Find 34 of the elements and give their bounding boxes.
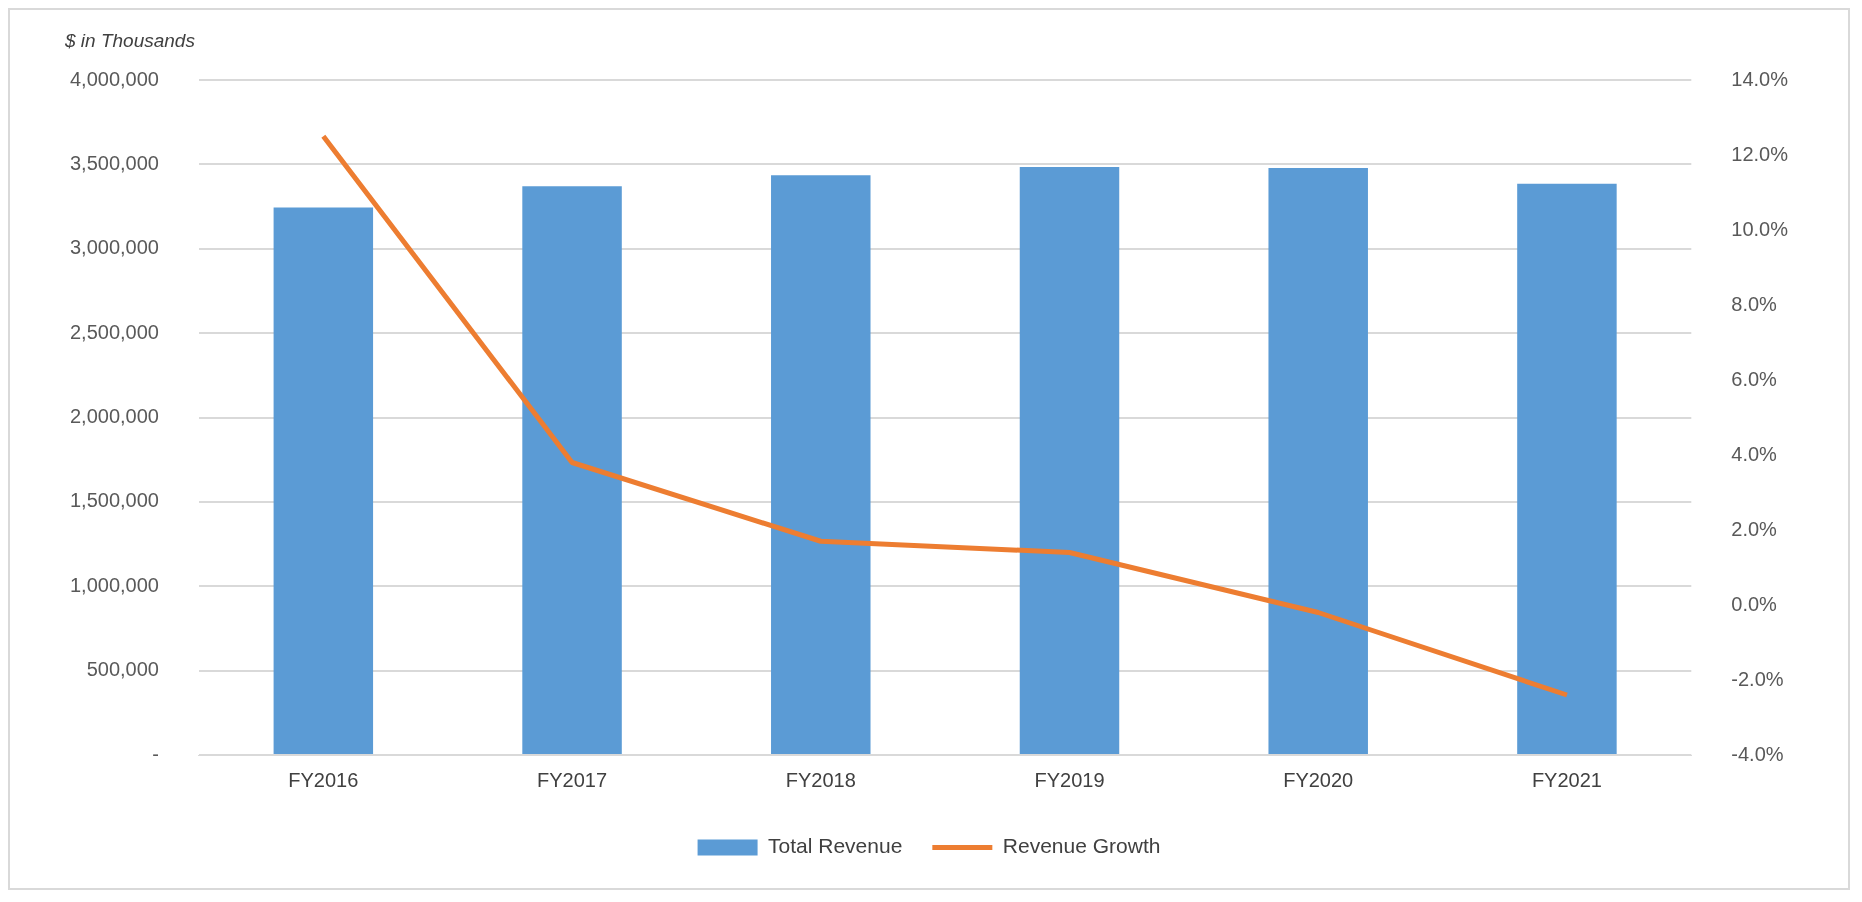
y-axis-title: $ in Thousands <box>64 29 196 51</box>
x-tick-label: FY2021 <box>1531 768 1602 791</box>
y-tick-label: 1,500,000 <box>69 489 159 512</box>
y-tick-label: 2,000,000 <box>69 405 159 428</box>
legend-label: Revenue Growth <box>1002 834 1161 858</box>
y-tick-label: 1,000,000 <box>69 573 159 596</box>
y-tick-label: 3,500,000 <box>69 151 159 174</box>
y-tick-label: - <box>152 742 159 765</box>
y2-tick-label: 10.0% <box>1731 217 1789 240</box>
y2-tick-label: 8.0% <box>1731 292 1778 315</box>
y-tick-label: 3,000,000 <box>69 236 159 259</box>
y2-tick-label: 4.0% <box>1731 442 1778 465</box>
y-tick-label: 2,500,000 <box>69 320 159 343</box>
bar <box>771 175 871 754</box>
y-tick-label: 500,000 <box>86 658 159 681</box>
y2-tick-label: -2.0% <box>1731 667 1784 690</box>
x-tick-label: FY2019 <box>1034 768 1105 791</box>
y-tick-label: 4,000,000 <box>69 67 159 90</box>
legend-label: Total Revenue <box>768 834 903 858</box>
x-tick-label: FY2020 <box>1283 768 1354 791</box>
bar <box>522 186 622 754</box>
y2-tick-label: 6.0% <box>1731 367 1778 390</box>
bar <box>1019 166 1120 754</box>
y2-tick-label: 12.0% <box>1731 142 1789 165</box>
x-tick-label: FY2018 <box>785 768 856 791</box>
x-tick-label: FY2017 <box>537 768 608 791</box>
bar <box>1268 168 1368 754</box>
bar <box>1517 183 1617 754</box>
y2-tick-label: -4.0% <box>1731 742 1784 765</box>
y2-tick-label: 14.0% <box>1731 67 1789 90</box>
x-tick-label: FY2016 <box>288 768 359 791</box>
bar <box>273 207 374 754</box>
y2-tick-label: 2.0% <box>1731 517 1778 540</box>
y2-tick-label: 0.0% <box>1731 592 1778 615</box>
